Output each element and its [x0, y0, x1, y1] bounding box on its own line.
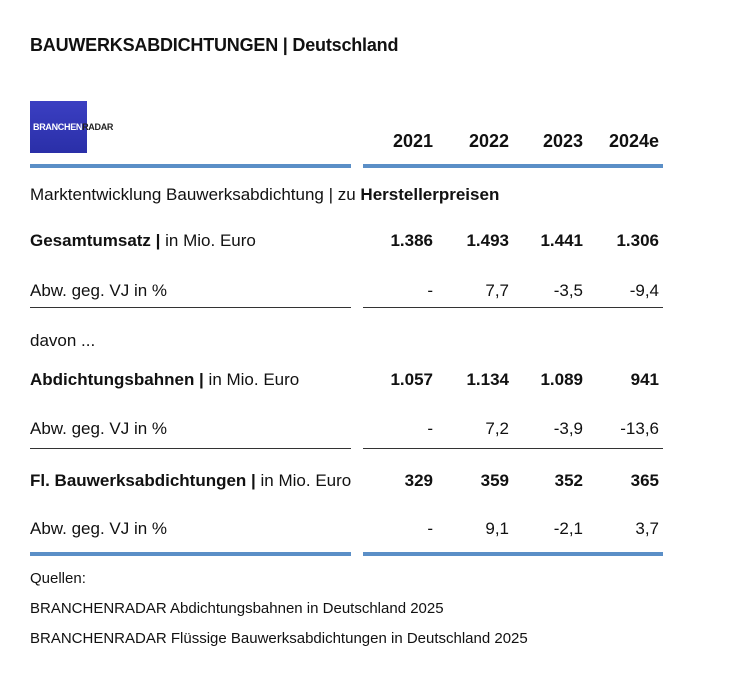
footer-bar-left — [30, 552, 351, 556]
row-label-bold: Gesamtumsatz | — [30, 231, 161, 250]
table-cell: 9,1 — [485, 519, 509, 538]
logo-part2: RADAR — [82, 122, 114, 132]
table-cell: -9,4 — [629, 281, 659, 300]
year-header-2023: 2023 — [542, 131, 583, 151]
table-cell: - — [427, 519, 433, 538]
divider — [363, 448, 663, 449]
table-cell: -2,1 — [553, 519, 583, 538]
row-label-bold: Fl. Bauwerksabdichtungen | — [30, 471, 256, 490]
divider — [363, 307, 663, 308]
row-label-bold: Abdichtungsbahnen | — [30, 370, 204, 389]
header-bar-left — [30, 164, 351, 168]
source-item: BRANCHENRADAR Flüssige Bauwerksabdichtun… — [30, 630, 528, 647]
davon-label: davon ... — [30, 331, 96, 350]
table-cell: 1.441 — [540, 231, 583, 250]
table-subtitle: Marktentwicklung Bauwerksabdichtung | zu… — [30, 185, 499, 205]
page-title: BAUWERKSABDICHTUNGEN | Deutschland — [30, 35, 399, 55]
row-label-unit: in Mio. Euro — [203, 370, 300, 389]
row-label-gesamtumsatz: Gesamtumsatz | in Mio. Euro — [30, 231, 256, 251]
row-label-bahnen-abw: Abw. geg. VJ in % — [30, 419, 168, 438]
divider — [30, 307, 351, 308]
row-label-unit: in Mio. Euro — [160, 231, 256, 250]
table-cell: 941 — [630, 370, 659, 389]
table-cell: 7,7 — [485, 281, 509, 300]
row-label-abdichtungsbahnen: Abdichtungsbahnen | in Mio. Euro — [30, 370, 299, 390]
logo-text: BRANCHENRADAR — [33, 122, 113, 132]
table-cell: 1.493 — [466, 231, 509, 250]
footer-bar-right — [363, 552, 663, 556]
table-cell: 1.089 — [540, 370, 583, 389]
year-header-2024e: 2024e — [608, 131, 659, 151]
table-cell: 1.057 — [390, 370, 433, 389]
sources-heading: Quellen: — [30, 570, 86, 587]
table-cell: 1.134 — [466, 370, 509, 389]
table-cell: - — [427, 419, 433, 438]
logo-part1: BRANCHEN — [33, 122, 83, 132]
table-cell: -3,5 — [553, 281, 583, 300]
row-label-gesamt-abw: Abw. geg. VJ in % — [30, 281, 168, 300]
table-cell: 359 — [480, 471, 509, 490]
year-header-2022: 2022 — [468, 131, 509, 151]
table-cell: 1.306 — [616, 231, 659, 250]
table-cell: 365 — [630, 471, 659, 490]
table-cell: 7,2 — [485, 419, 509, 438]
table-cell: -13,6 — [620, 419, 659, 438]
subtitle-prefix: Marktentwicklung Bauwerksabdichtung | zu — [30, 185, 361, 204]
row-label-fl-bauwerksabdichtungen: Fl. Bauwerksabdichtungen | in Mio. Euro — [30, 471, 351, 491]
year-header-2021: 2021 — [392, 131, 433, 151]
branchenradar-logo — [30, 101, 87, 153]
table-cell: 1.386 — [390, 231, 433, 250]
header-bar-right — [363, 164, 663, 168]
table-cell: 352 — [554, 471, 583, 490]
row-label-fl-abw: Abw. geg. VJ in % — [30, 519, 168, 538]
divider — [30, 448, 351, 449]
table-cell: - — [427, 281, 433, 300]
table-cell: 329 — [404, 471, 433, 490]
source-item: BRANCHENRADAR Abdichtungsbahnen in Deuts… — [30, 600, 444, 617]
row-label-unit: in Mio. Euro — [255, 471, 352, 490]
subtitle-bold: Herstellerpreisen — [360, 185, 500, 204]
table-cell: -3,9 — [553, 419, 583, 438]
table-cell: 3,7 — [635, 519, 659, 538]
